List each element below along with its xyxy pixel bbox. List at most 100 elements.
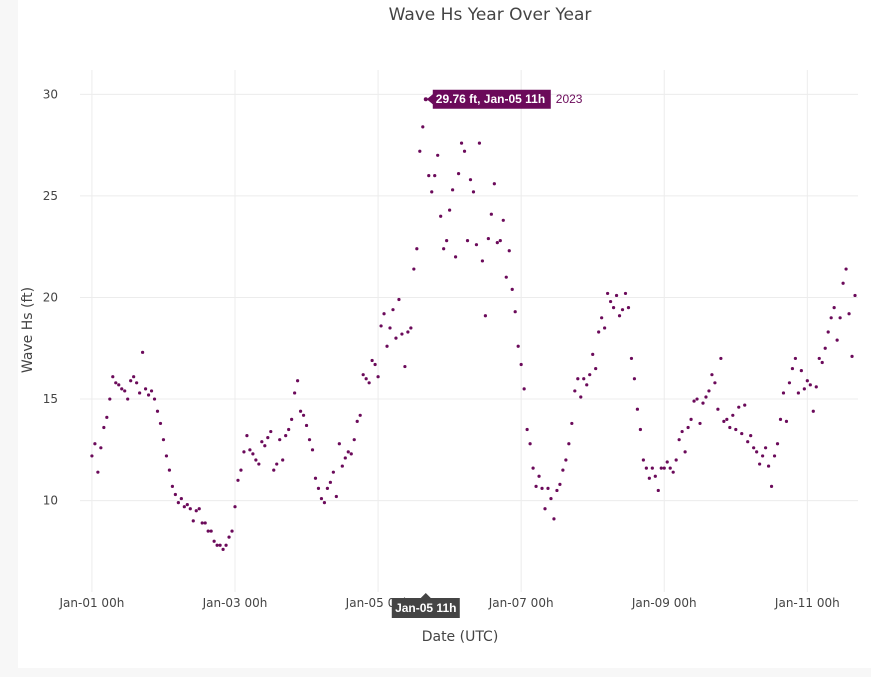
- data-point[interactable]: [769, 484, 774, 488]
- data-point[interactable]: [829, 316, 833, 320]
- data-point[interactable]: [585, 383, 589, 387]
- data-point[interactable]: [135, 381, 139, 385]
- data-point[interactable]: [254, 458, 258, 462]
- data-point[interactable]: [275, 462, 279, 466]
- data-point[interactable]: [725, 417, 729, 421]
- data-point[interactable]: [367, 381, 371, 385]
- data-point[interactable]: [728, 425, 732, 430]
- data-point[interactable]: [614, 293, 619, 298]
- data-point[interactable]: [459, 141, 464, 145]
- data-point[interactable]: [346, 450, 350, 454]
- data-point[interactable]: [188, 507, 192, 511]
- data-point[interactable]: [644, 466, 648, 470]
- data-point[interactable]: [731, 413, 735, 417]
- data-point[interactable]: [403, 364, 407, 369]
- data-point[interactable]: [635, 407, 640, 411]
- data-point[interactable]: [298, 409, 303, 413]
- data-point[interactable]: [573, 389, 577, 393]
- data-point[interactable]: [233, 505, 237, 509]
- data-point[interactable]: [179, 496, 183, 501]
- data-point[interactable]: [322, 501, 327, 505]
- data-point[interactable]: [638, 427, 642, 432]
- data-point[interactable]: [838, 316, 842, 320]
- data-point[interactable]: [138, 391, 142, 395]
- data-point[interactable]: [445, 239, 449, 243]
- data-point[interactable]: [781, 391, 786, 395]
- data-point[interactable]: [108, 397, 112, 401]
- data-point[interactable]: [471, 190, 476, 194]
- data-point[interactable]: [844, 267, 848, 271]
- data-point[interactable]: [242, 450, 246, 454]
- data-point[interactable]: [361, 373, 365, 377]
- data-point[interactable]: [164, 454, 169, 458]
- data-point[interactable]: [436, 153, 440, 157]
- data-point[interactable]: [307, 438, 312, 442]
- data-point[interactable]: [349, 452, 353, 456]
- data-point[interactable]: [698, 421, 702, 426]
- data-point[interactable]: [409, 326, 413, 330]
- data-point[interactable]: [674, 458, 678, 462]
- data-point[interactable]: [394, 336, 398, 340]
- data-point[interactable]: [149, 389, 154, 393]
- data-point[interactable]: [397, 297, 401, 302]
- data-point[interactable]: [203, 521, 207, 525]
- data-point[interactable]: [540, 486, 544, 491]
- data-point[interactable]: [376, 375, 380, 379]
- data-point[interactable]: [418, 149, 422, 153]
- data-point[interactable]: [358, 413, 362, 417]
- data-point[interactable]: [451, 188, 455, 192]
- data-point[interactable]: [665, 460, 669, 464]
- data-point[interactable]: [790, 366, 795, 371]
- data-point[interactable]: [296, 379, 300, 383]
- data-point[interactable]: [802, 387, 806, 391]
- data-point[interactable]: [629, 356, 634, 361]
- data-point[interactable]: [90, 454, 94, 458]
- data-point[interactable]: [641, 458, 645, 462]
- data-point[interactable]: [758, 462, 762, 466]
- data-point[interactable]: [594, 366, 598, 371]
- data-point[interactable]: [659, 466, 663, 470]
- data-point[interactable]: [120, 387, 124, 391]
- data-point[interactable]: [182, 505, 186, 509]
- data-point[interactable]: [632, 377, 637, 381]
- data-point[interactable]: [647, 476, 651, 480]
- data-point[interactable]: [334, 494, 338, 499]
- data-point[interactable]: [143, 387, 148, 391]
- data-point[interactable]: [343, 456, 347, 460]
- data-point[interactable]: [167, 468, 172, 472]
- data-point[interactable]: [474, 243, 479, 247]
- data-point[interactable]: [793, 356, 798, 361]
- data-point[interactable]: [102, 425, 106, 430]
- data-point[interactable]: [93, 442, 97, 446]
- data-point[interactable]: [132, 375, 136, 379]
- data-point[interactable]: [704, 395, 708, 399]
- data-point[interactable]: [477, 141, 482, 145]
- data-point[interactable]: [191, 519, 195, 523]
- data-point[interactable]: [579, 395, 583, 399]
- data-point[interactable]: [582, 377, 586, 381]
- data-point[interactable]: [576, 377, 580, 381]
- data-point[interactable]: [847, 312, 851, 316]
- data-point[interactable]: [531, 466, 535, 470]
- data-point[interactable]: [543, 507, 547, 511]
- data-point[interactable]: [525, 427, 529, 432]
- data-point[interactable]: [814, 385, 818, 389]
- data-point[interactable]: [796, 391, 800, 395]
- data-point[interactable]: [689, 417, 693, 421]
- data-point[interactable]: [140, 350, 145, 354]
- data-point[interactable]: [427, 174, 431, 178]
- hovered-point[interactable]: [423, 97, 428, 102]
- data-point[interactable]: [746, 440, 750, 444]
- data-point[interactable]: [695, 397, 699, 401]
- data-point[interactable]: [239, 468, 243, 472]
- data-point[interactable]: [272, 468, 276, 472]
- data-point[interactable]: [528, 442, 532, 446]
- data-point[interactable]: [623, 291, 628, 296]
- data-point[interactable]: [266, 436, 270, 440]
- data-point[interactable]: [766, 464, 771, 468]
- data-point[interactable]: [495, 241, 499, 245]
- data-point[interactable]: [385, 344, 389, 348]
- wave-hs-scatter-chart[interactable]: Wave Hs Year Over Year 10 15 20 25 30 Jan-01…: [18, 0, 871, 668]
- data-point[interactable]: [853, 293, 857, 298]
- data-point[interactable]: [391, 308, 395, 312]
